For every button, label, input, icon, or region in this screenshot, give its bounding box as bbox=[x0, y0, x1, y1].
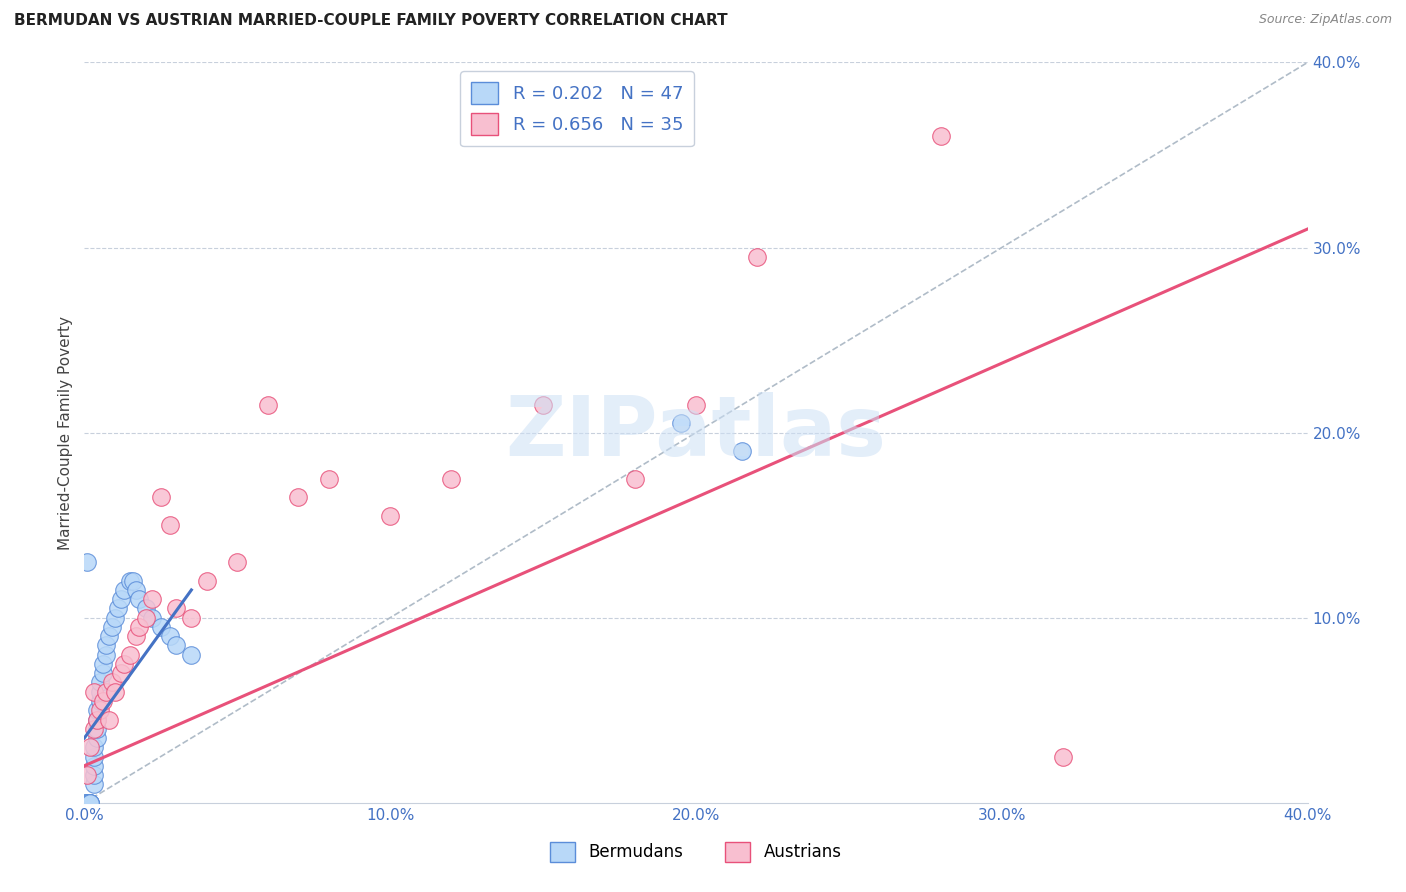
Point bbox=[79, 796, 101, 810]
Point bbox=[76, 796, 98, 810]
Point bbox=[97, 713, 120, 727]
Point bbox=[89, 694, 111, 708]
Point bbox=[624, 472, 647, 486]
Point bbox=[86, 722, 108, 736]
Point bbox=[125, 582, 148, 597]
Y-axis label: Married-Couple Family Poverty: Married-Couple Family Poverty bbox=[58, 316, 73, 549]
Point bbox=[83, 758, 105, 772]
Point bbox=[440, 472, 463, 486]
Point bbox=[669, 417, 692, 431]
Point bbox=[141, 610, 163, 624]
Point bbox=[86, 731, 108, 745]
Point bbox=[86, 713, 108, 727]
Point bbox=[89, 703, 111, 717]
Point bbox=[76, 796, 98, 810]
Point bbox=[76, 796, 98, 810]
Point bbox=[318, 472, 340, 486]
Point bbox=[135, 601, 157, 615]
Point bbox=[76, 796, 98, 810]
Point bbox=[89, 675, 111, 690]
Legend: Bermudans, Austrians: Bermudans, Austrians bbox=[544, 835, 848, 869]
Point bbox=[86, 703, 108, 717]
Point bbox=[125, 629, 148, 643]
Point bbox=[112, 582, 135, 597]
Point bbox=[76, 555, 98, 569]
Point bbox=[112, 657, 135, 671]
Text: ZIPatlas: ZIPatlas bbox=[506, 392, 886, 473]
Point bbox=[120, 574, 142, 588]
Point bbox=[97, 629, 120, 643]
Point bbox=[83, 740, 105, 755]
Point bbox=[104, 610, 127, 624]
Point bbox=[101, 675, 124, 690]
Point bbox=[929, 129, 952, 144]
Point bbox=[91, 657, 114, 671]
Point bbox=[76, 796, 98, 810]
Point bbox=[135, 610, 157, 624]
Point bbox=[94, 648, 117, 662]
Point bbox=[76, 796, 98, 810]
Point bbox=[149, 491, 172, 505]
Point bbox=[91, 666, 114, 681]
Point bbox=[159, 518, 181, 533]
Point bbox=[110, 666, 132, 681]
Point bbox=[86, 713, 108, 727]
Point bbox=[195, 574, 218, 588]
Point bbox=[83, 768, 105, 782]
Point bbox=[159, 629, 181, 643]
Point bbox=[128, 620, 150, 634]
Point bbox=[141, 592, 163, 607]
Point bbox=[76, 796, 98, 810]
Point bbox=[83, 685, 105, 699]
Point bbox=[76, 796, 98, 810]
Point bbox=[110, 592, 132, 607]
Point bbox=[165, 639, 187, 653]
Point bbox=[165, 601, 187, 615]
Point bbox=[94, 685, 117, 699]
Point bbox=[128, 592, 150, 607]
Point bbox=[79, 740, 101, 755]
Point bbox=[91, 694, 114, 708]
Point bbox=[83, 749, 105, 764]
Point bbox=[380, 508, 402, 523]
Point bbox=[104, 685, 127, 699]
Text: BERMUDAN VS AUSTRIAN MARRIED-COUPLE FAMILY POVERTY CORRELATION CHART: BERMUDAN VS AUSTRIAN MARRIED-COUPLE FAMI… bbox=[14, 13, 728, 29]
Point bbox=[83, 722, 105, 736]
Point bbox=[83, 777, 105, 791]
Point bbox=[120, 648, 142, 662]
Text: Source: ZipAtlas.com: Source: ZipAtlas.com bbox=[1258, 13, 1392, 27]
Point bbox=[180, 610, 202, 624]
Point bbox=[149, 620, 172, 634]
Point bbox=[747, 250, 769, 264]
Point bbox=[180, 648, 202, 662]
Point bbox=[79, 796, 101, 810]
Point bbox=[89, 685, 111, 699]
Point bbox=[76, 768, 98, 782]
Point bbox=[101, 620, 124, 634]
Point bbox=[287, 491, 309, 505]
Point bbox=[94, 639, 117, 653]
Point bbox=[685, 398, 707, 412]
Point bbox=[731, 444, 754, 458]
Point bbox=[122, 574, 145, 588]
Point bbox=[531, 398, 554, 412]
Point bbox=[257, 398, 280, 412]
Point bbox=[107, 601, 129, 615]
Point bbox=[226, 555, 249, 569]
Point bbox=[1052, 749, 1074, 764]
Point bbox=[79, 796, 101, 810]
Point bbox=[79, 796, 101, 810]
